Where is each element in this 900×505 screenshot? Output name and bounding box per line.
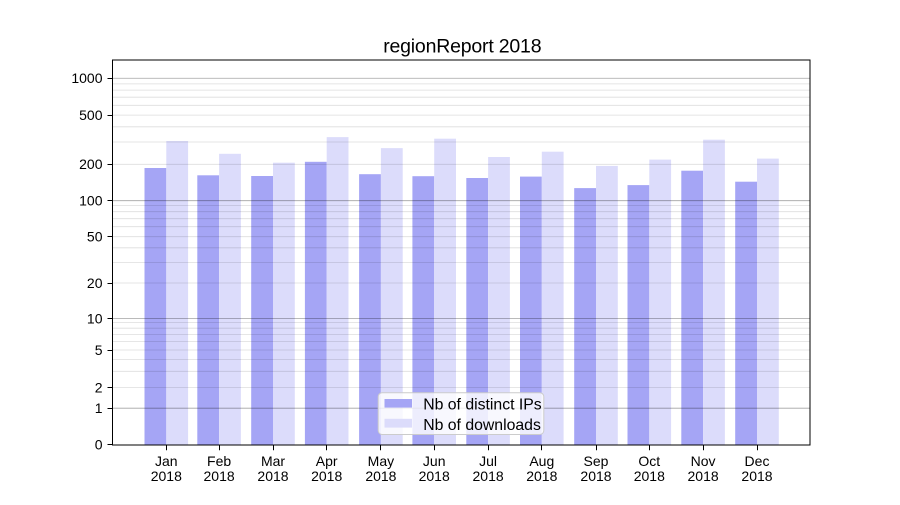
svg-text:2018: 2018 bbox=[311, 468, 342, 484]
svg-text:Dec: Dec bbox=[745, 453, 770, 469]
svg-text:1000: 1000 bbox=[71, 70, 102, 86]
svg-text:2018: 2018 bbox=[634, 468, 665, 484]
svg-text:Oct: Oct bbox=[638, 453, 660, 469]
svg-text:Sep: Sep bbox=[584, 453, 609, 469]
svg-text:20: 20 bbox=[87, 275, 103, 291]
svg-text:Feb: Feb bbox=[207, 453, 231, 469]
svg-text:Jan: Jan bbox=[155, 453, 178, 469]
svg-text:Apr: Apr bbox=[316, 453, 338, 469]
svg-text:Jun: Jun bbox=[423, 453, 446, 469]
svg-text:2: 2 bbox=[95, 380, 103, 396]
svg-text:500: 500 bbox=[79, 107, 103, 123]
svg-text:2018: 2018 bbox=[580, 468, 611, 484]
svg-text:May: May bbox=[368, 453, 394, 469]
svg-text:2018: 2018 bbox=[741, 468, 772, 484]
svg-text:Aug: Aug bbox=[529, 453, 554, 469]
svg-text:2018: 2018 bbox=[473, 468, 504, 484]
svg-text:Nb of distinct IPs: Nb of distinct IPs bbox=[423, 396, 542, 413]
svg-text:2018: 2018 bbox=[257, 468, 288, 484]
svg-text:1: 1 bbox=[95, 400, 103, 416]
svg-text:200: 200 bbox=[79, 156, 103, 172]
svg-text:Nov: Nov bbox=[691, 453, 716, 469]
svg-text:Mar: Mar bbox=[261, 453, 285, 469]
svg-text:2018: 2018 bbox=[419, 468, 450, 484]
svg-text:2018: 2018 bbox=[526, 468, 557, 484]
svg-text:2018: 2018 bbox=[204, 468, 235, 484]
svg-text:Jul: Jul bbox=[479, 453, 497, 469]
svg-text:2018: 2018 bbox=[688, 468, 719, 484]
svg-text:Nb of downloads: Nb of downloads bbox=[423, 417, 541, 434]
svg-text:100: 100 bbox=[79, 193, 103, 209]
svg-text:0: 0 bbox=[95, 437, 103, 453]
svg-text:10: 10 bbox=[87, 310, 103, 326]
svg-text:5: 5 bbox=[95, 342, 103, 358]
svg-text:2018: 2018 bbox=[365, 468, 396, 484]
svg-text:50: 50 bbox=[87, 229, 103, 245]
svg-text:regionReport 2018: regionReport 2018 bbox=[383, 36, 541, 58]
svg-text:2018: 2018 bbox=[151, 468, 182, 484]
